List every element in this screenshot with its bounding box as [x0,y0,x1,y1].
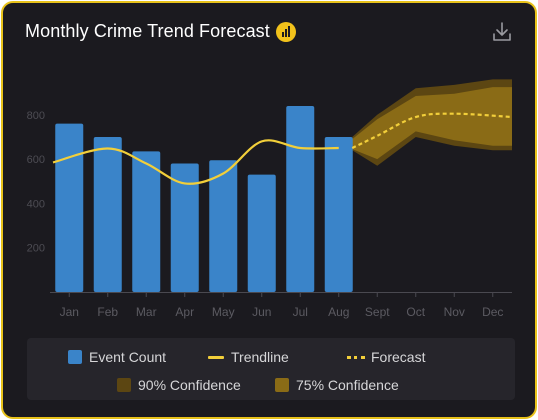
x-tick-label-apr: Apr [175,305,194,319]
legend-item-conf90[interactable]: 90% Confidence [117,377,241,393]
legend-item-conf75[interactable]: 75% Confidence [275,377,399,393]
x-tick-label-dec: Dec [482,305,503,319]
bar-jan [55,123,84,292]
trendline [52,139,339,185]
bar-apr [170,163,199,292]
bar-feb [93,136,122,292]
download-icon[interactable] [490,20,514,44]
x-tick-label-oct: Oct [406,305,425,319]
bar-may [209,160,238,292]
x-tick-label-nov: Nov [444,305,465,319]
x-tick-label-jan: Jan [60,305,79,319]
forecast-line [351,112,513,150]
y-tick-label-800: 800 [27,110,45,122]
x-tick-label-jun: Jun [252,305,271,319]
bar-aug [324,136,353,292]
x-tick-label-mar: Mar [136,305,157,319]
legend-swatch-event-count [68,350,82,364]
legend-label-conf90: 90% Confidence [138,377,241,393]
legend-swatch-forecast [347,355,365,359]
x-tick-label-aug: Aug [328,305,349,319]
legend-label-event-count: Event Count [89,349,167,365]
bar-mar [132,151,161,292]
x-tick-label-jul: Jul [293,305,308,319]
x-tick-label-may: May [212,305,235,319]
chart-plot: 200 400 600 800 Jan Feb Mar Apr May Jun Jul Aug Sept… [27,79,513,319]
y-tick-label-600: 600 [27,154,45,166]
legend-label-conf75: 75% Confidence [296,377,399,393]
legend-label-forecast: Forecast [371,349,426,365]
legend-item-forecast[interactable]: Forecast [347,349,425,365]
x-tick-label-sept: Sept [365,305,390,319]
bar-jun [247,174,276,292]
legend-item-event-count[interactable]: Event Count [68,349,166,365]
legend-item-trendline[interactable]: Trendline [208,349,289,365]
bar-chart-badge-icon [276,22,296,42]
legend-swatch-conf90 [117,378,131,392]
bar-jul [286,105,315,292]
legend-label-trendline: Trendline [231,349,289,365]
x-tick-label-feb: Feb [97,305,118,319]
y-tick-label-400: 400 [27,198,45,210]
y-tick-label-200: 200 [27,243,45,255]
legend-swatch-conf75 [275,378,289,392]
legend: Event Count Trendline Forecast 90% Confi… [27,338,515,400]
legend-swatch-trendline [208,355,224,359]
chart-title: Monthly Crime Trend Forecast [25,21,270,41]
confidence-band-75 [352,87,512,160]
